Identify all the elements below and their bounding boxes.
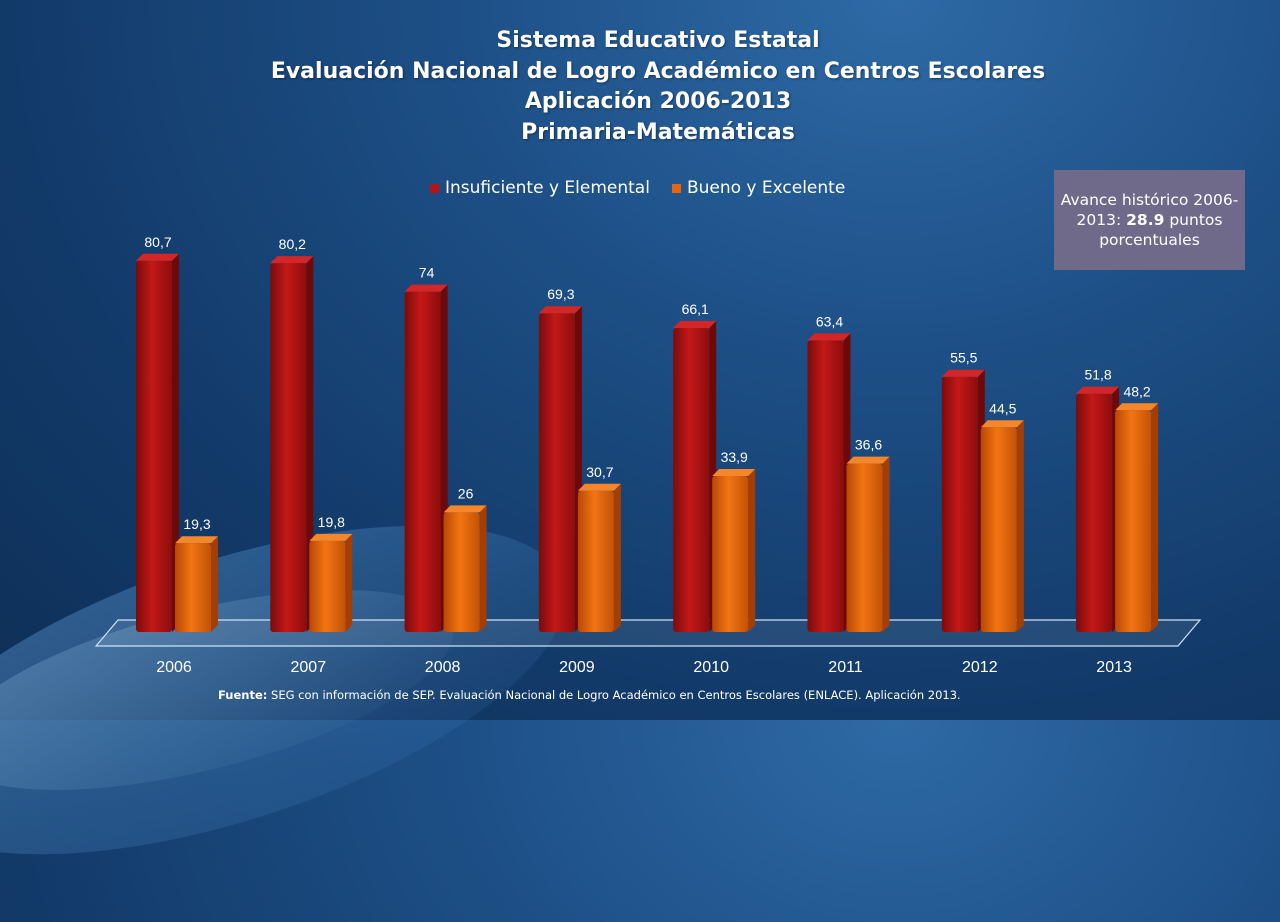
bar-bueno-2006-top xyxy=(175,536,218,544)
x-tick-label-2007: 2007 xyxy=(291,659,327,676)
chart-labels: 80,7 19,3 2006 80,2 19,8 2007 74 26 2008 69,3 30,7… xyxy=(144,234,1151,676)
bar-bueno-2008-side xyxy=(479,505,487,632)
data-label-bueno-2006: 19,3 xyxy=(183,516,210,532)
data-label-insuficiente-2008: 74 xyxy=(419,265,435,281)
x-tick-label-2010: 2010 xyxy=(693,659,729,676)
bar-bueno-2012-side xyxy=(1016,420,1024,632)
data-label-insuficiente-2011: 63,4 xyxy=(816,313,843,329)
bar-bueno-2010-side xyxy=(748,469,756,632)
data-label-insuficiente-2013: 51,8 xyxy=(1084,367,1111,383)
chart-legend: Insuficiente y Elemental Bueno y Excelen… xyxy=(430,178,845,198)
legend-item-insuficiente: Insuficiente y Elemental xyxy=(430,178,650,198)
bar-bueno-2010-top xyxy=(712,469,756,477)
avance-prefix: Avance histórico 2006-2013: xyxy=(1060,191,1239,229)
chart-floor xyxy=(94,619,1202,647)
bar-insuficiente-2011-top xyxy=(807,333,851,341)
x-tick-label-2011: 2011 xyxy=(828,659,863,676)
bar-insuficiente-2008 xyxy=(404,291,441,632)
bar-bueno-2010 xyxy=(712,476,749,632)
bar-bueno-2009 xyxy=(577,490,614,632)
bar-bueno-2007-side xyxy=(345,533,353,632)
data-label-insuficiente-2010: 66,1 xyxy=(682,301,709,317)
data-label-insuficiente-2006: 80,7 xyxy=(144,234,171,250)
bar-insuficiente-2012 xyxy=(941,376,978,632)
avance-suffix: puntos porcentuales xyxy=(1099,211,1223,249)
bar-insuficiente-2013 xyxy=(1076,393,1113,632)
bar-bueno-2011-side xyxy=(882,456,890,632)
bar-insuficiente-2009 xyxy=(538,313,575,632)
legend-label-bueno: Bueno y Excelente xyxy=(686,178,846,198)
bar-bueno-2012 xyxy=(980,427,1017,632)
x-tick-label-2006: 2006 xyxy=(156,659,192,676)
legend-label-insuficiente: Insuficiente y Elemental xyxy=(445,178,650,198)
x-tick-label-2008: 2008 xyxy=(425,659,461,676)
bar-bueno-2013-top xyxy=(1115,403,1159,411)
bar-insuficiente-2007-top xyxy=(270,256,314,264)
data-label-bueno-2010: 33,9 xyxy=(721,449,748,465)
bar-bueno-2011 xyxy=(846,463,883,632)
title-line-2: Evaluación Nacional de Logro Académico e… xyxy=(270,58,1046,84)
chart-bars xyxy=(136,253,1159,632)
legend-swatch-insuficiente xyxy=(430,183,439,193)
avance-value: 28.9 xyxy=(1126,211,1165,229)
legend-swatch-bueno xyxy=(671,183,681,193)
source-label: Fuente: xyxy=(218,688,268,702)
bar-bueno-2012-top xyxy=(980,420,1024,428)
x-tick-label-2009: 2009 xyxy=(559,659,595,676)
legend-item-bueno: Bueno y Excelente xyxy=(671,178,846,198)
data-label-bueno-2009: 30,7 xyxy=(586,464,613,480)
bar-insuficiente-2006-top xyxy=(136,253,179,261)
data-label-bueno-2013: 48,2 xyxy=(1123,383,1150,399)
data-label-bueno-2007: 19,8 xyxy=(318,514,345,530)
bar-bueno-2007-top xyxy=(309,533,353,541)
bar-bueno-2011-top xyxy=(846,456,890,464)
bar-insuficiente-2011 xyxy=(807,340,844,632)
bar-bueno-2013-side xyxy=(1151,403,1159,632)
title-line-1: Sistema Educativo Estatal xyxy=(496,28,820,53)
source-text: SEG con información de SEP. Evaluación N… xyxy=(271,688,961,702)
bar-insuficiente-2006-side xyxy=(172,253,179,632)
bar-bueno-2006-side xyxy=(211,536,218,632)
bar-insuficiente-2010-top xyxy=(673,320,717,328)
bar-bueno-2008-top xyxy=(443,505,487,513)
data-label-bueno-2011: 36,6 xyxy=(855,437,882,453)
title-line-3: Aplicación 2006-2013 xyxy=(524,89,792,114)
data-label-insuficiente-2007: 80,2 xyxy=(279,236,306,252)
bar-bueno-2006 xyxy=(175,543,211,632)
bar-insuficiente-2010 xyxy=(673,327,710,632)
source-note: Fuente: SEG con información de SEP. Eval… xyxy=(218,688,961,702)
data-label-insuficiente-2009: 69,3 xyxy=(547,286,574,302)
bar-insuficiente-2007-side xyxy=(306,256,314,632)
bar-bueno-2009-top xyxy=(577,483,621,491)
bar-insuficiente-2012-top xyxy=(941,369,985,377)
data-label-insuficiente-2012: 55,5 xyxy=(950,350,977,366)
title-line-4: Primaria-Matemáticas xyxy=(521,119,795,145)
bar-insuficiente-2006 xyxy=(136,260,172,632)
bar-bueno-2009-side xyxy=(613,483,621,632)
x-tick-label-2012: 2012 xyxy=(962,659,998,676)
data-label-bueno-2012: 44,5 xyxy=(989,400,1016,416)
avance-historico-box: Avance histórico 2006-2013: 28.9 puntos … xyxy=(1054,170,1245,270)
chart-title: Sistema Educativo Estatal Evaluación Nac… xyxy=(0,26,1280,148)
data-label-bueno-2008: 26 xyxy=(458,485,474,501)
bar-bueno-2008 xyxy=(443,512,480,632)
bar-insuficiente-2007 xyxy=(270,263,307,632)
bar-bueno-2013 xyxy=(1115,410,1152,632)
bar-bueno-2007 xyxy=(309,540,346,632)
x-tick-label-2013: 2013 xyxy=(1096,659,1132,676)
bar-insuficiente-2008-top xyxy=(404,284,448,292)
bar-chart: 80,7 19,3 2006 80,2 19,8 2007 74 26 2008 69,3 30,7… xyxy=(94,234,1202,676)
bar-insuficiente-2009-top xyxy=(538,306,582,314)
bar-insuficiente-2013-top xyxy=(1076,386,1120,394)
